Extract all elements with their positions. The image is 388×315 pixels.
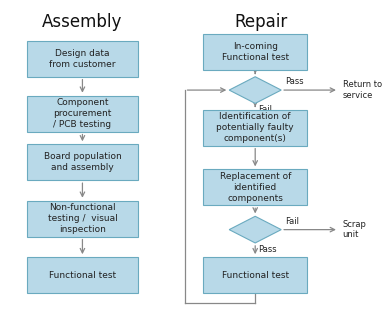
Text: Identification of
potentially faulty
component(s): Identification of potentially faulty com… <box>217 112 294 143</box>
FancyBboxPatch shape <box>203 34 307 71</box>
Text: Functional test: Functional test <box>222 271 289 280</box>
FancyBboxPatch shape <box>27 144 138 180</box>
Text: Return to
service: Return to service <box>343 80 382 100</box>
Text: Component
procurement
/ PCB testing: Component procurement / PCB testing <box>53 98 112 129</box>
Text: Design data
from customer: Design data from customer <box>49 49 116 69</box>
Text: In-coming
Functional test: In-coming Functional test <box>222 43 289 62</box>
Polygon shape <box>229 77 281 103</box>
FancyBboxPatch shape <box>203 110 307 146</box>
FancyBboxPatch shape <box>27 201 138 237</box>
Text: Scrap
unit: Scrap unit <box>343 220 366 239</box>
FancyBboxPatch shape <box>27 257 138 293</box>
FancyBboxPatch shape <box>27 41 138 77</box>
Text: Replacement of
identified
components: Replacement of identified components <box>220 172 291 203</box>
Text: Pass: Pass <box>285 77 303 86</box>
Text: Repair: Repair <box>234 13 288 31</box>
FancyBboxPatch shape <box>203 257 307 293</box>
Text: Board population
and assembly: Board population and assembly <box>43 152 121 172</box>
FancyBboxPatch shape <box>203 169 307 205</box>
Text: Fail: Fail <box>285 216 299 226</box>
Text: Pass: Pass <box>258 244 277 254</box>
Polygon shape <box>229 216 281 243</box>
Text: Assembly: Assembly <box>42 13 123 31</box>
Text: Functional test: Functional test <box>49 271 116 280</box>
Text: Fail: Fail <box>258 105 272 114</box>
Text: Non-functional
testing /  visual
inspection: Non-functional testing / visual inspecti… <box>48 203 117 234</box>
FancyBboxPatch shape <box>27 95 138 132</box>
